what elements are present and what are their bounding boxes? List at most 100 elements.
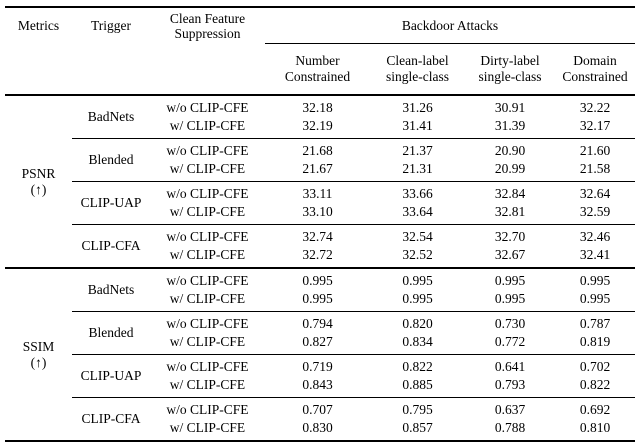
value-cell: 0.995 [494,291,526,306]
value-cell: 0.641 [494,359,526,374]
value-cell: 21.58 [579,161,611,176]
col-header-clean-label-single-class: Clean-label single-class [370,44,465,94]
value-cell: 0.719 [302,359,333,374]
suppression-cell: w/o CLIP-CFE [166,402,249,417]
suppression-cell: w/o CLIP-CFE [166,273,249,288]
value-cell: 32.18 [302,100,333,115]
value-cell: 32.64 [579,186,611,201]
value-cell: 0.830 [302,420,333,435]
value-cell: 0.788 [494,420,526,435]
value-cell: 0.794 [302,316,333,331]
col-header-dirty-label-single-class: Dirty-label single-class [465,44,555,94]
value-cell: 0.787 [579,316,611,331]
value-cell: 0.702 [579,359,611,374]
value-cell: 0.692 [579,402,611,417]
suppression-cell: w/ CLIP-CFE [169,377,246,392]
group-divider [72,224,635,225]
col-header-suppression-line1: Clean Feature [169,11,246,26]
value-cell: 0.834 [402,334,433,349]
value-cell: 32.41 [579,247,611,262]
value-cell: 32.19 [302,118,333,133]
value-cell: 32.67 [494,247,526,262]
col-header-line: single-class [478,69,542,84]
table-row: w/o CLIP-CFE 33.11 33.66 32.84 32.64 [150,185,635,203]
suppression-cell: w/o CLIP-CFE [166,229,249,244]
value-cell: 32.52 [402,247,433,262]
col-group-backdoor-attacks: Backdoor Attacks [265,8,635,44]
trigger-label: BadNets [87,109,135,124]
suppression-cell: w/o CLIP-CFE [166,143,249,158]
value-cell: 31.41 [402,118,433,133]
table-row: w/ CLIP-CFE 0.995 0.995 0.995 0.995 [150,290,635,308]
trigger-label: BadNets [87,282,135,297]
col-header-domain-constrained: Domain Constrained [555,44,635,94]
table-row: w/ CLIP-CFE 0.827 0.834 0.772 0.819 [150,333,635,351]
value-cell: 0.822 [579,377,611,392]
backdoor-attacks-label: Backdoor Attacks [401,17,499,33]
value-cell: 20.90 [494,143,526,158]
col-header-line: Domain [573,53,617,68]
trigger-group-clip-uap: CLIP-UAP w/o CLIP-CFE 33.11 33.66 32.84 … [72,182,635,224]
trigger-group-badnets: BadNets w/o CLIP-CFE 0.995 0.995 0.995 0… [72,269,635,311]
value-cell: 30.91 [494,100,526,115]
suppression-cell: w/ CLIP-CFE [169,118,246,133]
trigger-label: CLIP-CFA [81,238,141,253]
table-row: w/o CLIP-CFE 0.794 0.820 0.730 0.787 [150,315,635,333]
value-cell: 0.793 [494,377,526,392]
col-header-line: single-class [386,69,449,84]
value-cell: 31.39 [494,118,526,133]
value-cell: 0.707 [302,402,333,417]
suppression-cell: w/ CLIP-CFE [169,291,246,306]
table-header: Metrics Trigger Clean Feature Suppressio… [5,8,635,94]
value-cell: 32.17 [579,118,611,133]
trigger-group-clip-uap: CLIP-UAP w/o CLIP-CFE 0.719 0.822 0.641 … [72,355,635,397]
value-cell: 0.843 [302,377,333,392]
psnr-section: PSNR (↑) BadNets w/o CLIP-CFE 32.18 31.2… [5,94,635,267]
trigger-group-clip-cfa: CLIP-CFA w/o CLIP-CFE 0.707 0.795 0.637 … [72,398,635,440]
trigger-label: CLIP-UAP [80,368,142,383]
col-header-line: Constrained [562,69,628,84]
table-row: w/ CLIP-CFE 21.67 21.31 20.99 21.58 [150,160,635,178]
col-header-line: Constrained [284,69,351,84]
value-cell: 32.54 [402,229,433,244]
table-row: w/ CLIP-CFE 32.19 31.41 31.39 32.17 [150,117,635,135]
value-cell: 0.995 [579,291,611,306]
table-row: w/ CLIP-CFE 33.10 33.64 32.81 32.59 [150,203,635,221]
group-divider [72,397,635,398]
group-divider [72,311,635,312]
metric-name: SSIM [22,338,55,354]
col-header-metrics: Metrics [17,18,60,33]
metric-label-psnr: PSNR (↑) [5,166,72,198]
value-cell: 0.995 [402,273,433,288]
value-cell: 32.22 [579,100,611,115]
value-cell: 32.81 [494,204,526,219]
value-cell: 33.10 [302,204,333,219]
value-cell: 0.857 [402,420,433,435]
ssim-section: SSIM (↑) BadNets w/o CLIP-CFE 0.995 0.99… [5,267,635,440]
col-header-suppression: Clean Feature Suppression [150,8,265,44]
suppression-cell: w/ CLIP-CFE [169,161,246,176]
trigger-group-blended: Blended w/o CLIP-CFE 0.794 0.820 0.730 0… [72,312,635,354]
top-rule [5,6,635,8]
value-cell: 21.31 [402,161,433,176]
table-row: w/o CLIP-CFE 0.995 0.995 0.995 0.995 [150,272,635,290]
trigger-group-blended: Blended w/o CLIP-CFE 21.68 21.37 20.90 2… [72,139,635,181]
value-cell: 33.64 [402,204,433,219]
value-cell: 0.822 [402,359,433,374]
value-cell: 32.70 [494,229,526,244]
metric-arrow: (↑) [30,181,47,197]
value-cell: 0.827 [302,334,333,349]
trigger-label: CLIP-UAP [80,195,142,210]
table-row: w/o CLIP-CFE 0.719 0.822 0.641 0.702 [150,358,635,376]
group-divider [72,138,635,139]
value-cell: 32.74 [302,229,333,244]
suppression-cell: w/o CLIP-CFE [166,186,249,201]
suppression-cell: w/ CLIP-CFE [169,204,246,219]
col-header-trigger: Trigger [90,18,131,33]
value-cell: 0.730 [494,316,526,331]
suppression-cell: w/o CLIP-CFE [166,359,249,374]
col-header-suppression-line2: Suppression [174,26,241,41]
value-cell: 0.995 [494,273,526,288]
value-cell: 32.59 [579,204,611,219]
value-cell: 33.11 [302,186,333,201]
